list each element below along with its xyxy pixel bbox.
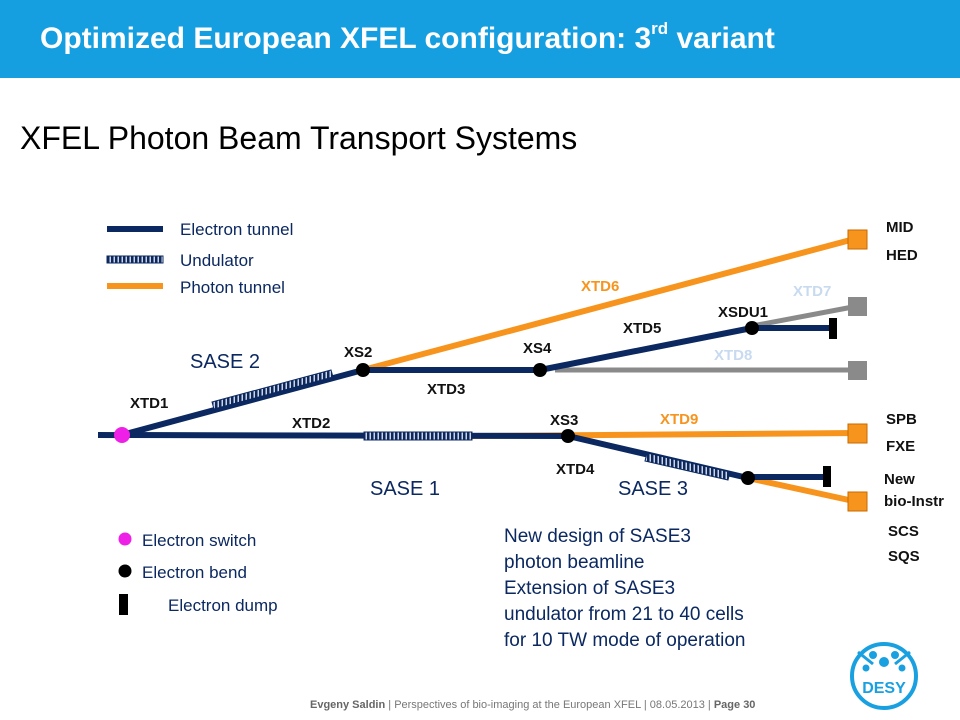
station-label-hed: HED [886, 247, 918, 264]
station-scs-sqs-icon [847, 491, 868, 512]
electron-line-xtd1 [121, 367, 364, 438]
label-xtd8: XTD8 [714, 347, 752, 364]
legend-photon-label: Photon tunnel [180, 278, 285, 297]
label-xtd5: XTD5 [623, 320, 661, 337]
footer-talk: Perspectives of bio-imaging at the Europ… [394, 699, 641, 711]
legend-undulator-icon [106, 255, 164, 264]
electron-switch-xtd1 [114, 427, 130, 443]
station-label-fxe: FXE [886, 438, 915, 455]
station-spb-fxe-icon [847, 423, 868, 444]
undulator-sase3 [644, 452, 731, 481]
label-xsdu1: XSDU1 [718, 304, 768, 321]
footer-date: 08.05.2013 [649, 699, 705, 711]
label-xtd3: XTD3 [427, 381, 465, 398]
electron-bend-xs3 [561, 429, 575, 443]
design-note: New design of SASE3 photon beamline Exte… [504, 524, 834, 654]
station-label-bio: bio-Instr [884, 493, 944, 510]
station-label-spb: SPB [886, 411, 917, 428]
label-xtd7: XTD7 [793, 283, 831, 300]
undulator-sase2 [211, 369, 334, 410]
station-label-new: New [884, 471, 915, 488]
station-label-scs: SCS [888, 523, 919, 540]
legend-dump-label: Electron dump [168, 596, 278, 615]
note-line: New design of SASE3 [504, 526, 691, 547]
label-xtd1: XTD1 [130, 395, 168, 412]
label-sase2: SASE 2 [190, 351, 260, 373]
station-mid-hed-icon [847, 229, 868, 250]
undulator-sase1 [363, 431, 473, 441]
electron-line-xtd5 [539, 325, 753, 373]
legend-switch-label: Electron switch [142, 531, 256, 550]
electron-bend-xsdu1 [745, 321, 759, 335]
legend-dump-icon [119, 594, 128, 615]
station-label-sqs: SQS [888, 548, 920, 565]
header-bar: Optimized European XFEL configuration: 3… [0, 0, 960, 78]
electron-bend-xs2 [356, 363, 370, 377]
page-title: Optimized European XFEL configuration: 3… [40, 19, 775, 55]
electron-dump-1 [829, 318, 837, 339]
photon-line-sase3 [747, 475, 859, 505]
desy-logo-icon: DESY [850, 642, 918, 710]
station-xtd7-icon [848, 297, 867, 316]
note-line: undulator from 21 to 40 cells [504, 604, 744, 625]
station-xtd8-icon [848, 361, 867, 380]
note-line: photon beamline [504, 552, 645, 573]
legend-bend-icon [118, 564, 132, 578]
photon-line-xtd7 [751, 303, 859, 329]
note-line: for 10 TW mode of operation [504, 630, 746, 651]
electron-bend-xs4 [533, 363, 547, 377]
note-line: Extension of SASE3 [504, 578, 676, 599]
footer-author: Evgeny Saldin [310, 699, 386, 711]
station-label-mid: MID [886, 219, 914, 236]
legend-switch-icon [118, 532, 132, 546]
electron-line-main [97, 432, 569, 439]
photon-line-xtd6 [362, 235, 859, 373]
legend-bend-label: Electron bend [142, 563, 247, 582]
footer: Evgeny Saldin | Perspectives of bio-imag… [310, 699, 756, 711]
footer-page: Page 30 [713, 699, 756, 711]
desy-logo-text: DESY [862, 680, 906, 697]
label-xtd2: XTD2 [292, 415, 330, 432]
label-xtd6: XTD6 [581, 278, 619, 295]
legend-electron-label: Electron tunnel [180, 220, 293, 239]
label-xs3: XS3 [550, 412, 578, 429]
slide-subtitle: XFEL Photon Beam Transport Systems [20, 120, 578, 156]
label-xtd4: XTD4 [556, 461, 595, 478]
label-sase1: SASE 1 [370, 478, 440, 500]
label-sase3: SASE 3 [618, 478, 688, 500]
label-xs2: XS2 [344, 344, 372, 361]
electron-bend-sase3 [741, 471, 755, 485]
label-xs4: XS4 [523, 340, 552, 357]
electron-dump-2 [823, 466, 831, 487]
legend-undulator-label: Undulator [180, 251, 254, 270]
label-xtd9: XTD9 [660, 411, 698, 428]
